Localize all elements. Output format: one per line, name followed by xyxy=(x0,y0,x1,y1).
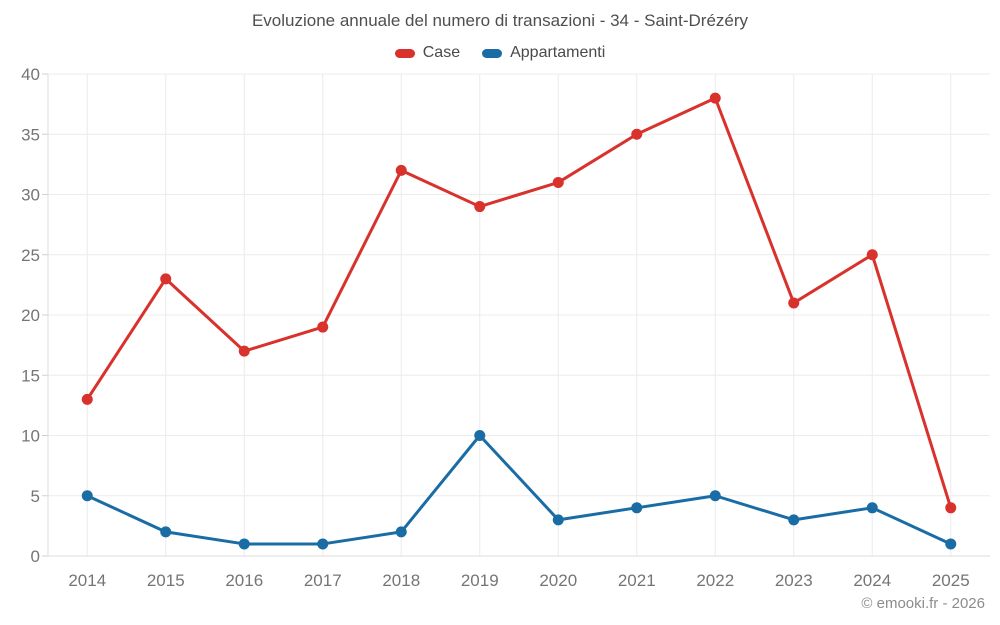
chart-title: Evoluzione annuale del numero di transaz… xyxy=(251,11,749,30)
x-tick-label: 2017 xyxy=(304,571,342,590)
case-data-point[interactable] xyxy=(238,345,250,357)
appartamenti-data-point[interactable] xyxy=(81,490,93,502)
appartamenti-data-point[interactable] xyxy=(474,430,486,441)
case-data-point[interactable] xyxy=(945,502,957,514)
case-data-point[interactable] xyxy=(160,273,172,285)
appartamenti-data-point[interactable] xyxy=(866,502,878,514)
appartamenti-data-point[interactable] xyxy=(238,538,250,550)
appartamenti-data-point[interactable] xyxy=(709,490,721,502)
x-tick-label: 2023 xyxy=(775,571,813,590)
y-tick-label: 40 xyxy=(21,65,40,84)
x-tick-label: 2014 xyxy=(68,571,106,590)
case-data-point[interactable] xyxy=(552,176,564,188)
case-data-point[interactable] xyxy=(709,92,721,104)
x-tick-label: 2019 xyxy=(461,571,499,590)
x-tick-label: 2025 xyxy=(932,571,970,590)
case-legend-swatch xyxy=(394,48,415,58)
case-data-point[interactable] xyxy=(474,201,486,213)
x-tick-label: 2015 xyxy=(147,571,185,590)
appartamenti-data-point[interactable] xyxy=(788,514,800,526)
legend-item-appartamenti[interactable]: Appartamenti xyxy=(482,44,605,62)
x-tick-label: 2022 xyxy=(696,571,734,590)
y-tick-label: 35 xyxy=(21,125,40,144)
x-tick-label: 2020 xyxy=(539,571,577,590)
appartamenti-legend-swatch xyxy=(482,48,503,58)
appartamenti-data-point[interactable] xyxy=(552,514,564,526)
case-data-point[interactable] xyxy=(81,393,93,405)
appartamenti-series-line xyxy=(85,434,953,546)
appartamenti-data-point[interactable] xyxy=(395,526,407,538)
y-tick-label: 25 xyxy=(21,246,40,265)
appartamenti-data-point[interactable] xyxy=(945,538,957,550)
case-data-point[interactable] xyxy=(788,297,800,309)
y-tick-label: 15 xyxy=(21,366,40,385)
case-legend-label: Case xyxy=(422,44,461,61)
case-data-point[interactable] xyxy=(631,128,643,140)
case-data-point[interactable] xyxy=(395,164,407,176)
case-data-point[interactable] xyxy=(317,321,329,333)
x-tick-label: 2024 xyxy=(853,571,891,590)
x-tick-label: 2018 xyxy=(382,571,420,590)
appartamenti-legend-label: Appartamenti xyxy=(510,44,606,61)
appartamenti-data-point[interactable] xyxy=(160,526,172,538)
case-series-line xyxy=(85,96,953,510)
case-data-point[interactable] xyxy=(866,249,878,261)
appartamenti-data-point[interactable] xyxy=(631,502,643,514)
chart-legend: Case Appartamenti xyxy=(0,44,1000,62)
legend-item-case[interactable]: Case xyxy=(394,44,461,62)
x-tick-label: 2021 xyxy=(618,571,656,590)
credit-text: © emooki.fr - 2026 xyxy=(861,595,985,612)
y-tick-label: 5 xyxy=(31,487,40,506)
y-tick-label: 10 xyxy=(21,427,40,446)
appartamenti-data-point[interactable] xyxy=(317,538,329,550)
y-tick-label: 0 xyxy=(31,547,40,566)
x-tick-label: 2016 xyxy=(225,571,263,590)
y-tick-label: 20 xyxy=(21,306,40,325)
y-tick-label: 30 xyxy=(21,186,40,205)
